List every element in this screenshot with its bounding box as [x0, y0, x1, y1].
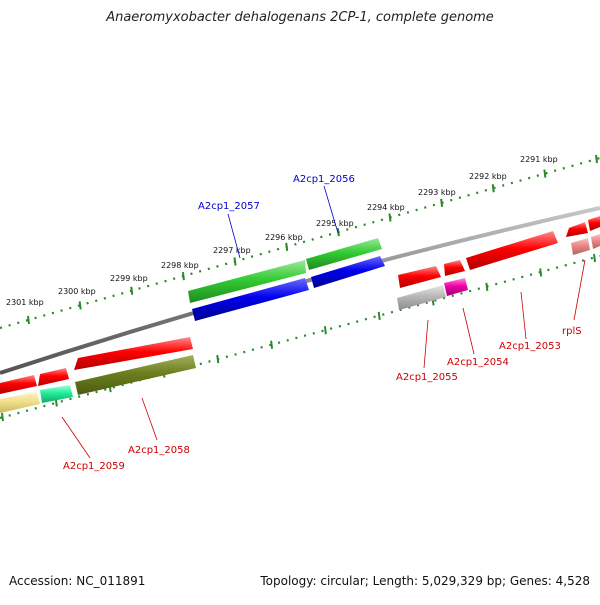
major-tick: [270, 340, 274, 349]
gene-feature-red: [566, 222, 588, 237]
tick-label: 2293 kbp: [418, 188, 456, 197]
gene-feature-green: [188, 260, 306, 303]
gene-feature-red: [444, 260, 465, 276]
tick-label: 2299 kbp: [110, 274, 148, 283]
major-tick: [388, 213, 392, 222]
gene-feature-salmon: [591, 234, 600, 249]
gene-feature-blue: [192, 278, 309, 321]
major-tick: [543, 169, 547, 178]
gene-label: A2cp1_2058: [128, 445, 190, 456]
gene-feature-pink: [444, 278, 468, 296]
tick-label: 2292 kbp: [469, 172, 507, 181]
tick-label: 2291 kbp: [520, 155, 558, 164]
gene-label: A2cp1_2053: [499, 341, 561, 352]
gene-feature-red: [0, 375, 37, 394]
major-tick: [377, 311, 381, 320]
major-tick: [27, 315, 30, 325]
gene-label: A2cp1_2054: [447, 357, 509, 368]
label-leaders: [61, 185, 586, 459]
gene-label: A2cp1_2056: [293, 174, 355, 185]
gene-feature-red: [588, 216, 600, 231]
tick-label: 2298 kbp: [161, 261, 199, 270]
gene-feature-salmon: [571, 238, 590, 255]
gene-feature-gray: [397, 285, 446, 310]
leader-line: [423, 319, 429, 369]
accession-text: Accession: NC_011891: [9, 574, 146, 588]
tick-label: 2300 kbp: [58, 287, 96, 296]
genome-summary-text: Topology: circular; Length: 5,029,329 bp…: [260, 574, 590, 588]
major-tick: [593, 253, 596, 263]
major-tick: [181, 271, 185, 281]
gene-label: A2cp1_2055: [396, 372, 458, 383]
leader-line: [61, 416, 91, 459]
tick-label: 2296 kbp: [265, 233, 303, 242]
major-tick: [539, 268, 543, 277]
tick-labels: 2301 kbp 2300 kbp 2299 kbp 2298 kbp 2297…: [6, 155, 558, 307]
major-tick: [130, 286, 134, 295]
leader-line: [520, 291, 527, 340]
gene-feature-olive: [75, 355, 196, 395]
tick-label: 2294 kbp: [367, 203, 405, 212]
leader-line: [227, 213, 241, 259]
tick-label: 2297 kbp: [213, 246, 251, 255]
gene-label: rplS: [562, 326, 582, 337]
gene-feature-red: [38, 368, 69, 386]
major-tick: [491, 184, 495, 193]
gene-label: A2cp1_2059: [63, 461, 125, 472]
forward-features: [188, 238, 385, 321]
major-tick: [1, 412, 4, 422]
major-tick: [440, 198, 444, 208]
gene-feature-red: [398, 266, 441, 288]
major-ticks-lower: [1, 253, 596, 422]
gene-feature-teal: [40, 385, 73, 403]
leader-line: [323, 185, 339, 234]
gene-label: A2cp1_2057: [198, 201, 260, 212]
reverse-features: [0, 216, 600, 413]
major-tick: [216, 355, 220, 364]
leader-line: [462, 307, 475, 355]
gene-feature-red: [74, 337, 193, 370]
tick-label: 2301 kbp: [6, 298, 44, 307]
major-tick: [285, 242, 289, 251]
gene-feature-blue: [311, 256, 385, 288]
gene-feature-red: [466, 231, 558, 270]
gene-feature-green: [306, 238, 382, 270]
major-tick: [78, 301, 82, 310]
gene-feature-yellow: [0, 392, 40, 413]
leader-line: [141, 397, 158, 441]
major-tick: [485, 282, 489, 292]
leader-line: [573, 259, 586, 321]
major-tick: [595, 154, 598, 164]
major-tick: [336, 228, 340, 237]
major-tick: [233, 257, 237, 266]
major-tick: [323, 326, 327, 335]
major-ticks-upper: [27, 154, 598, 325]
map-title: Anaeromyxobacter dehalogenans 2CP-1, com…: [106, 10, 494, 25]
gene-labels: A2cp1_2057 A2cp1_2056 A2cp1_2055 A2cp1_2…: [63, 174, 582, 472]
